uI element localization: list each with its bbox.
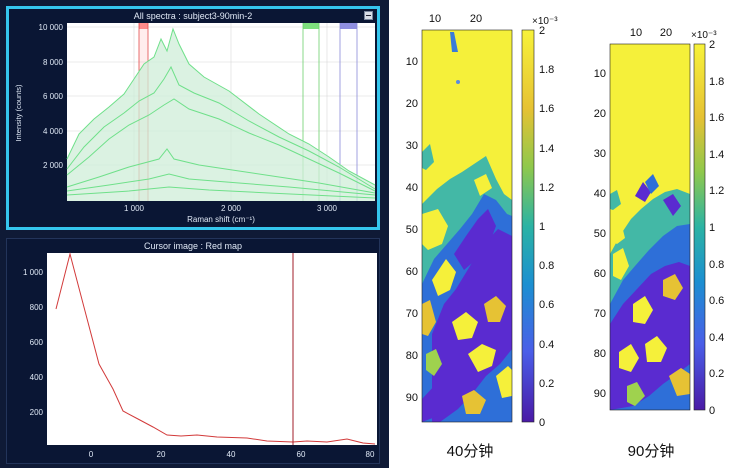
- minimize-icon[interactable]: [364, 11, 373, 20]
- heatmap-40min-cbar-tick-1.6: 1.6: [539, 103, 554, 115]
- heatmap-40min-ytick-10: 10: [406, 56, 418, 68]
- heatmap-40min-caption: 40分钟: [446, 443, 494, 460]
- heatmap-90min-cbar-tick-0.8: 0.8: [709, 259, 724, 271]
- heatmap-90min-xtick-20: 20: [660, 27, 672, 39]
- heatmap-90min-cbar-tick-2: 2: [709, 39, 715, 51]
- heatmap-40min-cbar-tick-2: 2: [539, 25, 545, 37]
- heatmap-40min-cbar-exponent: ×10⁻³: [532, 16, 558, 27]
- spectra-envelope: [67, 29, 375, 201]
- spectra-xtick-2000: 2 000: [221, 204, 242, 213]
- spectra-xlabel: Raman shift (cm⁻¹): [187, 215, 255, 224]
- heatmap-40min-cbar-tick-0: 0: [539, 417, 545, 429]
- cursor-plot-area: [47, 253, 377, 445]
- heatmap-90min-xtick-10: 10: [630, 27, 642, 39]
- heatmap-90min-ytick-50: 50: [594, 228, 606, 240]
- heatmap-40min-ytick-20: 20: [406, 98, 418, 110]
- heatmap-40min-xtick-10: 10: [429, 13, 441, 25]
- heatmap-40min-frame: [421, 29, 513, 423]
- spectrum-line-3: [66, 98, 376, 192]
- spectra-ytick-8000: 8 000: [43, 58, 64, 67]
- cursor-xtick-60: 60: [297, 450, 306, 459]
- heatmap-90min-ytick-60: 60: [594, 268, 606, 280]
- heatmap-90min-cbar-tick-1.6: 1.6: [709, 112, 724, 124]
- heatmap-40min-cbar-tick-0.2: 0.2: [539, 378, 554, 390]
- heatmap-90min-cbar-tick-1.4: 1.4: [709, 149, 724, 161]
- cursor-xtick-20: 20: [157, 450, 166, 459]
- heatmap-40min-ytick-90: 90: [406, 392, 418, 404]
- heatmap-90min-figure: 10 20 10 20 30 40 50 60 70 80 90 2 1.8 1…: [594, 27, 725, 417]
- heatmap-40min-cbar-tick-1.4: 1.4: [539, 143, 554, 155]
- heatmap-90min-cbar-tick-0: 0: [709, 405, 715, 417]
- heatmap-40min-cbar-tick-1: 1: [539, 221, 545, 233]
- spectrum-line-1: [66, 27, 376, 186]
- spectrum-line-6: [66, 186, 376, 199]
- heatmap-40min-ytick-80: 80: [406, 350, 418, 362]
- heatmap-40min-ytick-30: 30: [406, 140, 418, 152]
- heatmap-90min-cbar-tick-1.8: 1.8: [709, 76, 724, 88]
- spectra-ylabel: Intensity (counts): [14, 84, 23, 142]
- heatmap-90min-ytick-70: 70: [594, 308, 606, 320]
- heatmap-40min-ytick-40: 40: [406, 182, 418, 194]
- spectra-ytick-10000: 10 000: [39, 23, 64, 32]
- heatmap-90min-ytick-80: 80: [594, 348, 606, 360]
- cursor-ytick-400: 400: [30, 373, 44, 382]
- heatmap-40min-cbar-tick-0.8: 0.8: [539, 260, 554, 272]
- all-spectra-panel[interactable]: All spectra : subject3-90min-2: [6, 6, 380, 230]
- spectra-plot[interactable]: 10 000 8 000 6 000 4 000 2 000 1 000 2 0…: [9, 9, 377, 227]
- heatmap-40min-xtick-20: 20: [470, 13, 482, 25]
- cursor-ytick-800: 800: [30, 303, 44, 312]
- heatmap-90min-cbar-exponent: ×10⁻³: [691, 30, 717, 41]
- heatmap-90min-colorbar: [693, 43, 706, 411]
- cursor-xtick-80: 80: [366, 450, 375, 459]
- spectrum-line-4: [66, 148, 376, 194]
- heatmap-90min-caption: 90分钟: [627, 443, 675, 460]
- heatmap-40min-cbar-tick-0.4: 0.4: [539, 339, 554, 351]
- spectrum-line-2: [66, 65, 376, 190]
- spectra-ytick-2000: 2 000: [43, 161, 64, 170]
- heatmap-40min-cbar-tick-0.6: 0.6: [539, 299, 554, 311]
- cursor-ytick-600: 600: [30, 338, 44, 347]
- heatmap-40min-ytick-60: 60: [406, 266, 418, 278]
- spectra-ytick-4000: 4 000: [43, 127, 64, 136]
- spectra-xtick-1000: 1 000: [124, 204, 145, 213]
- heatmap-40min-figure: 10 20 10 20 30 40 50 60 70 80 90 2 1.8 1…: [406, 13, 558, 429]
- heatmap-90min-ytick-40: 40: [594, 188, 606, 200]
- cursor-panel-title: Cursor image : Red map: [143, 241, 243, 251]
- heatmap-90min-cbar-tick-0.2: 0.2: [709, 368, 724, 380]
- cursor-ytick-200: 200: [30, 408, 44, 417]
- spectra-panel-title: All spectra : subject3-90min-2: [133, 11, 253, 21]
- red-map-profile-line: [55, 252, 376, 445]
- heatmap-90min-ytick-20: 20: [594, 108, 606, 120]
- spectrum-line-5: [66, 173, 376, 196]
- spectra-ytick-6000: 6 000: [43, 92, 64, 101]
- heatmap-40min-colorbar: [521, 29, 535, 423]
- cursor-plot[interactable]: 1 000 800 600 400 200 0 20 40 60 80: [7, 239, 379, 463]
- cursor-xtick-0: 0: [89, 450, 94, 459]
- heatmap-90min-ytick-30: 30: [594, 148, 606, 160]
- spectra-xtick-3000: 3 000: [317, 204, 338, 213]
- cursor-image-panel[interactable]: Cursor image : Red map 1 000 800 600 400…: [6, 238, 380, 464]
- heatmap-40min-ytick-50: 50: [406, 224, 418, 236]
- heatmap-40min-cbar-tick-1.8: 1.8: [539, 64, 554, 76]
- heatmap-90min-frame: [609, 43, 691, 411]
- cursor-ytick-1000: 1 000: [23, 268, 44, 277]
- heatmap-90min-ytick-90: 90: [594, 388, 606, 400]
- heatmap-40min-ytick-70: 70: [406, 308, 418, 320]
- heatmap-90min-ytick-10: 10: [594, 68, 606, 80]
- cursor-xtick-40: 40: [227, 450, 236, 459]
- heatmap-40min-cbar-tick-1.2: 1.2: [539, 182, 554, 194]
- heatmap-90min-cbar-tick-0.4: 0.4: [709, 332, 724, 344]
- heatmap-90min-cbar-tick-1.2: 1.2: [709, 185, 724, 197]
- heatmap-90min-cbar-tick-0.6: 0.6: [709, 295, 724, 307]
- heatmap-90min-cbar-tick-1: 1: [709, 222, 715, 234]
